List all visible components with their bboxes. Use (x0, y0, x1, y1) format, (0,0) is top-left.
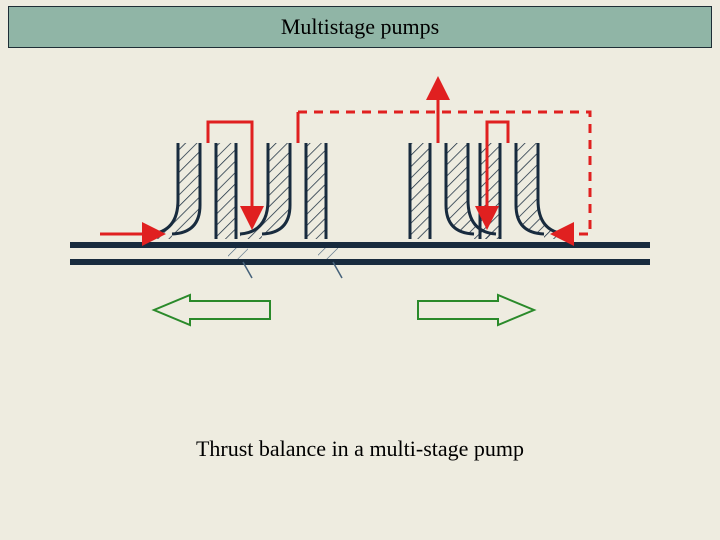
caption-text: Thrust balance in a multi-stage pump (0, 436, 720, 462)
thrust-arrow-right (418, 295, 534, 325)
impeller-4 (480, 143, 566, 239)
impeller-1 (150, 143, 236, 239)
thrust-arrow-left (154, 295, 270, 325)
